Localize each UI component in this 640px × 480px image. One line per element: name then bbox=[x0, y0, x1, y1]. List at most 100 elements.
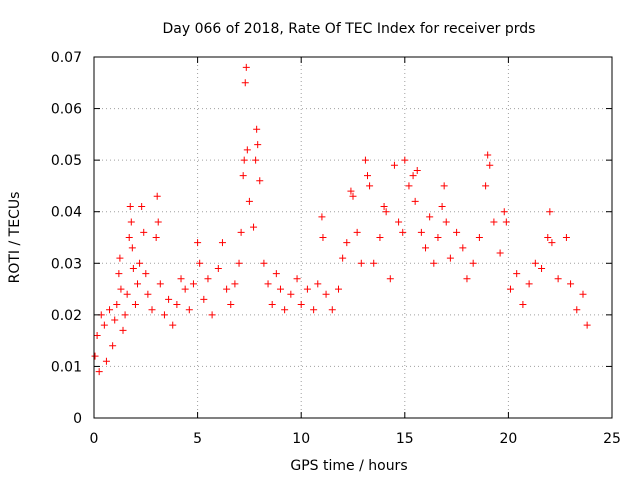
data-point bbox=[91, 352, 99, 360]
data-points bbox=[91, 63, 591, 376]
grid-lines bbox=[94, 57, 612, 418]
x-tick-labels: 0 5 10 15 20 25 bbox=[90, 431, 621, 447]
data-point bbox=[297, 301, 305, 309]
data-point bbox=[405, 182, 413, 190]
y-tick-label: 0.02 bbox=[51, 308, 82, 324]
data-point bbox=[531, 259, 539, 267]
data-point bbox=[482, 182, 490, 190]
data-point bbox=[459, 244, 467, 252]
y-tick-label: 0.04 bbox=[51, 205, 82, 221]
x-tick-label: 20 bbox=[499, 431, 517, 447]
data-point bbox=[401, 156, 409, 164]
data-point bbox=[579, 290, 587, 298]
data-point bbox=[140, 228, 148, 236]
data-point bbox=[242, 63, 250, 71]
data-point bbox=[422, 244, 430, 252]
data-point bbox=[254, 141, 262, 149]
data-point bbox=[165, 295, 173, 303]
data-point bbox=[189, 280, 197, 288]
data-point bbox=[116, 254, 124, 262]
data-point bbox=[366, 182, 374, 190]
data-point bbox=[125, 234, 133, 241]
data-point bbox=[204, 275, 212, 283]
data-point bbox=[538, 264, 546, 272]
data-point bbox=[426, 213, 434, 221]
data-point bbox=[357, 259, 365, 267]
data-point bbox=[111, 316, 119, 324]
x-tick-label: 10 bbox=[292, 431, 310, 447]
data-point bbox=[442, 218, 450, 226]
x-axis-label: GPS time / hours bbox=[290, 458, 407, 474]
data-point bbox=[200, 295, 208, 303]
data-point bbox=[500, 208, 508, 216]
data-point bbox=[194, 239, 202, 247]
data-point bbox=[134, 280, 142, 288]
data-point bbox=[126, 203, 134, 211]
data-point bbox=[319, 234, 327, 241]
y-tick-label: 0 bbox=[73, 411, 82, 427]
data-point bbox=[486, 161, 494, 169]
data-point bbox=[446, 254, 454, 262]
data-point bbox=[583, 321, 591, 329]
data-point bbox=[310, 306, 318, 314]
data-point bbox=[434, 234, 442, 241]
chart-title: Day 066 of 2018, Rate Of TEC Index for r… bbox=[163, 21, 536, 37]
data-point bbox=[121, 311, 129, 319]
data-point bbox=[519, 301, 527, 309]
data-point bbox=[386, 275, 394, 283]
data-point bbox=[546, 208, 554, 216]
data-point bbox=[227, 301, 235, 309]
data-point bbox=[380, 203, 388, 211]
data-point bbox=[128, 244, 136, 252]
axis-ticks bbox=[93, 56, 613, 419]
data-point bbox=[156, 280, 164, 288]
data-point bbox=[181, 285, 189, 293]
data-point bbox=[347, 187, 355, 195]
data-point bbox=[115, 270, 123, 278]
data-point bbox=[364, 172, 372, 180]
data-point bbox=[144, 290, 152, 298]
data-point bbox=[231, 280, 239, 288]
data-point bbox=[173, 301, 181, 309]
data-point bbox=[463, 275, 471, 283]
data-point bbox=[502, 218, 510, 226]
data-point bbox=[475, 234, 483, 241]
data-point bbox=[506, 285, 514, 293]
data-point bbox=[109, 342, 117, 350]
data-point bbox=[573, 306, 581, 314]
data-point bbox=[241, 79, 249, 87]
data-point bbox=[106, 306, 114, 314]
data-point bbox=[260, 259, 268, 267]
data-point bbox=[417, 228, 425, 236]
data-point bbox=[196, 259, 204, 267]
data-point bbox=[353, 228, 361, 236]
data-point bbox=[469, 259, 477, 267]
data-point bbox=[177, 275, 185, 283]
data-point bbox=[513, 270, 521, 278]
data-point bbox=[440, 182, 448, 190]
data-point bbox=[113, 301, 121, 309]
data-point bbox=[123, 290, 131, 298]
data-point bbox=[245, 197, 253, 205]
data-point bbox=[293, 275, 301, 283]
data-point bbox=[243, 146, 251, 154]
data-point bbox=[129, 264, 137, 272]
y-tick-label: 0.07 bbox=[51, 50, 82, 66]
y-tick-labels: 0 0.01 0.02 0.03 0.04 0.05 0.06 0.07 bbox=[51, 50, 82, 427]
data-point bbox=[376, 234, 384, 241]
data-point bbox=[93, 331, 101, 339]
data-point bbox=[160, 311, 168, 319]
data-point bbox=[399, 228, 407, 236]
data-point bbox=[314, 280, 322, 288]
data-point bbox=[349, 192, 357, 200]
data-point bbox=[138, 203, 146, 211]
data-point bbox=[287, 290, 295, 298]
data-point bbox=[490, 218, 498, 226]
data-point bbox=[153, 192, 161, 200]
data-point bbox=[430, 259, 438, 267]
data-point bbox=[154, 218, 162, 226]
data-point bbox=[127, 218, 135, 226]
y-tick-label: 0.01 bbox=[51, 359, 82, 375]
data-point bbox=[484, 151, 492, 159]
data-point bbox=[554, 275, 562, 283]
